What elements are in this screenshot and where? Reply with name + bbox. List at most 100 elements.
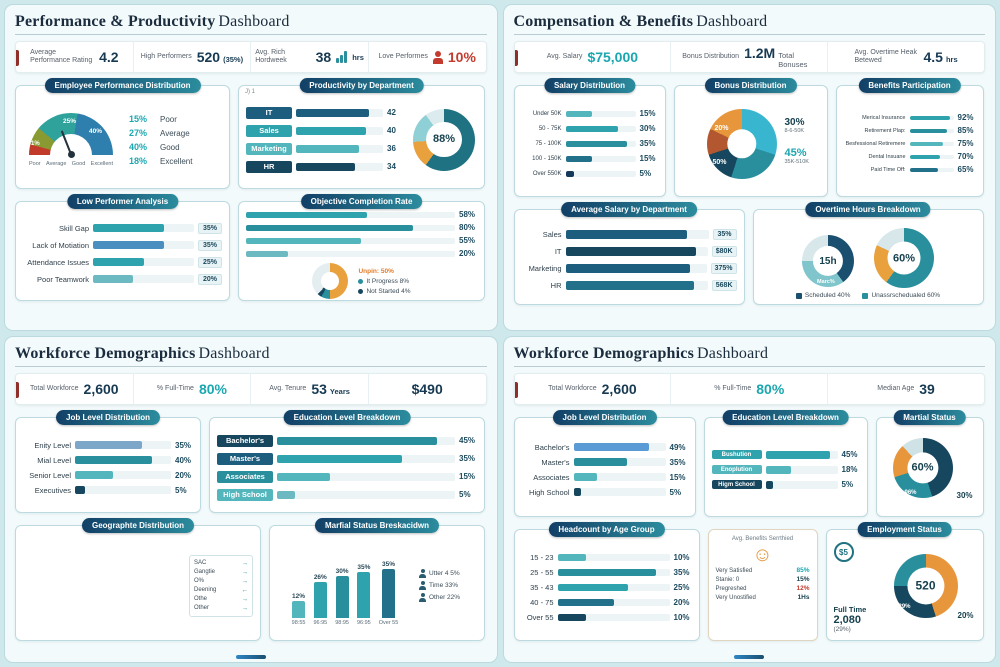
bar-fill [75, 441, 143, 449]
bar-row: Senior Level 20% [23, 471, 193, 480]
bar-fill [246, 237, 361, 244]
kpi-value: 80% [756, 381, 784, 397]
bar-value: 5% [639, 169, 652, 178]
bar-row: IT $80K [522, 245, 737, 257]
gauge-hub [67, 151, 75, 158]
distribution-legend-row: 15% Poor [129, 114, 222, 124]
bar-chart-icon [336, 51, 348, 63]
list-value: → [241, 595, 249, 603]
axis-label: Poor [29, 160, 41, 167]
kpi-label: Total Workforce [30, 384, 79, 392]
legend-category: Poor [160, 114, 177, 124]
bar-label: Associates [533, 472, 570, 482]
panel-body: 58% 80% 55% 20% Unpin: 50% It Progress 8% Not… [246, 210, 477, 299]
kpi-suffix: (35%) [223, 55, 244, 64]
bar-track [246, 237, 455, 244]
bar-value: 35% [712, 228, 737, 240]
kpi-number: 1.2M [744, 45, 776, 62]
panel-header: Productivity by Department [299, 78, 424, 93]
kpi-value: $490 [412, 381, 443, 397]
list-label: Gangtie [194, 569, 216, 575]
chart-legend: Unpin: 50% It Progress 8% Not Started 4% [358, 268, 411, 295]
chart-annotation: Marc% [817, 279, 835, 285]
bar-track [573, 488, 666, 496]
title-suffix: Dashboard [697, 345, 769, 362]
bar-track [277, 454, 455, 463]
dollar-badge-icon: $5 [833, 542, 854, 562]
gauge-axis-labels: Poor Average Good Excellent [29, 161, 113, 167]
donut-chart: 60% [872, 226, 936, 290]
person-icon [432, 51, 443, 64]
bar-value: 36 [387, 144, 396, 153]
bar-track [277, 472, 455, 481]
panel-row: Low Performer Analysis Skill Gap 35% Lack … [15, 194, 487, 301]
bar-track [909, 141, 954, 146]
kpi-number: 10% [447, 49, 476, 65]
donut-ring: 88% [413, 108, 475, 171]
kpi-bar: Total Workforce 2,600 % Full-Time 80% Av… [15, 373, 487, 405]
legend-item: It Progress 8% [358, 278, 410, 285]
legend-dot [358, 288, 364, 294]
column: 26% 96:95 [313, 546, 327, 626]
bar-value: 35% [669, 457, 686, 467]
legend-label: Unassrschedualed 60% [871, 292, 941, 299]
bar-row: HR 568K [522, 279, 737, 291]
chart-annotation: 20% [958, 611, 974, 621]
bar-track [557, 569, 670, 576]
kpi-number: $75,000 [587, 49, 639, 65]
bar-track [565, 140, 636, 147]
panel-body: 15 - 23 10% 25 - 55 35% 35 - 43 25% 40 - 75 20%… [522, 540, 692, 635]
bar-value: 35% [673, 568, 690, 577]
bar-value: 34 [387, 162, 396, 171]
bar-label: 100 - 150K [532, 155, 562, 162]
legend-swatch [795, 292, 802, 299]
panel-marital-status: Martial Status 60% 96% 30% [875, 410, 984, 517]
bar-value: 65% [957, 165, 974, 174]
bar-row: Sales 35% [522, 228, 737, 240]
bar-track [246, 211, 455, 218]
list-row: SAC → [194, 560, 248, 567]
bar-fill [75, 486, 85, 494]
bar-fill [909, 154, 941, 159]
bar-value: 42 [387, 108, 396, 117]
marital-legend: Utter 4 5% Time 33% Other 22% [419, 569, 477, 602]
bar-label: Enoplution [711, 465, 762, 474]
panel-row: Geographte Distribution [15, 518, 487, 641]
bonus-donut-chart: 30% 8-6-50K 45% 35K-510K 20% 50% [681, 101, 821, 187]
kpi-suffix: hrs [945, 55, 958, 64]
bar-row: Retirement Plap: 85% [844, 126, 976, 135]
bar-row: High School 5% [217, 488, 477, 501]
bar-label: HR [550, 280, 562, 290]
geo-country-list: SAC → Gangtie → O% → Deening ← Othe → Other → [194, 560, 248, 612]
panel-salary-distribution: Salary Distribution Under 50K 15% 50 - 75K… [513, 78, 666, 197]
bar-label: IT [246, 106, 292, 119]
axis-label: Excellent [90, 160, 113, 167]
bar-track [565, 263, 707, 273]
bar-track [909, 115, 954, 120]
kpi-bonus-distribution: Bonus Distribution 1.2M Total Bonuses [670, 42, 827, 72]
bar-fill [565, 125, 618, 132]
legend-item: Other 22% [419, 593, 477, 602]
panel-header: Headcount by Age Group [548, 522, 665, 537]
bar-value: 49% [669, 442, 686, 452]
list-value: → [241, 604, 249, 612]
full-time-block: Full Time 2,080 (29%) [834, 605, 882, 633]
kpi-avg-overtime: Avg. Overtime Heak Betewed 4.5 hrs [827, 42, 984, 72]
satisfaction-title: Avg. Benefits Serrthied [731, 536, 794, 542]
list-row: Gangtie → [194, 569, 248, 576]
list-value: → [241, 568, 249, 576]
overtime-legend: Scheduled 40% Unassrschedualed 60% [761, 292, 976, 299]
benefits-bar-chart: Merical Insurance 92% Retirement Plap: 85% B… [844, 111, 976, 176]
bar-value: 80% [459, 223, 476, 232]
legend-category: Average [160, 128, 190, 138]
panel-body: Enity Level 35% Mial Level 40% Senior Level 2… [23, 428, 193, 507]
bar-row: Marketing 375% [522, 262, 737, 274]
kpi-full-time-pct: % Full-Time 80% [670, 374, 827, 404]
chart-annotation: 30% [957, 491, 973, 501]
geo-side-panel: SAC → Gangtie → O% → Deening ← Othe → Other → [189, 554, 253, 617]
column-label: 98:55 [291, 619, 306, 626]
bar-fill [246, 224, 414, 231]
legend-item: Unpin: 50% [358, 268, 410, 275]
donut-center-value: 60% [911, 461, 934, 474]
annotation-text: 25% [63, 117, 77, 125]
